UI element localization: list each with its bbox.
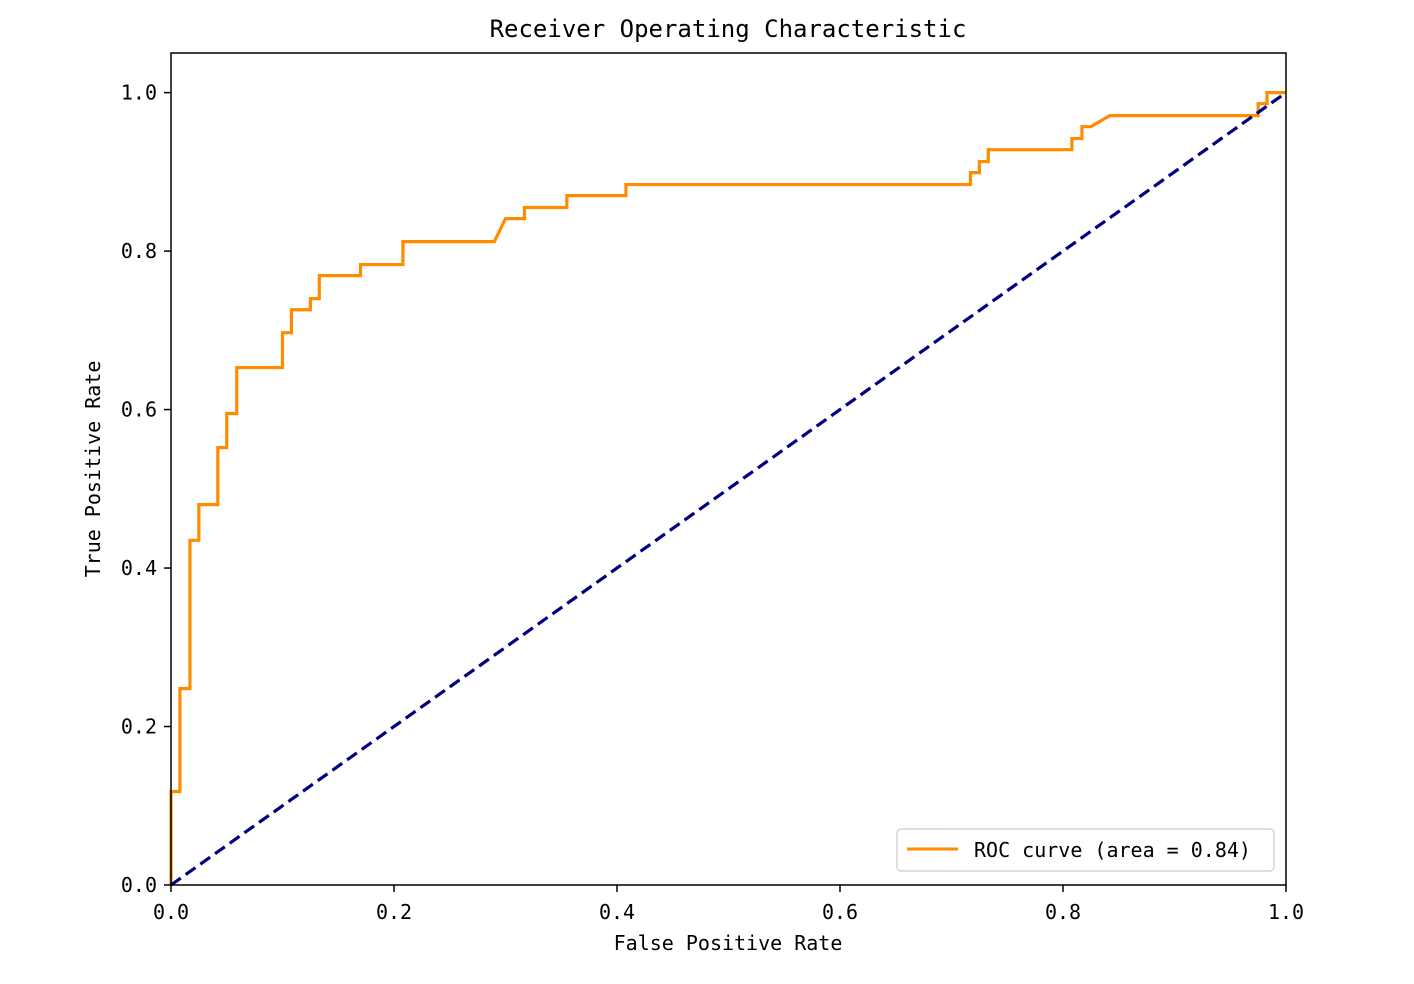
x-tick-label: 1.0 [1268, 900, 1304, 924]
y-tick-label: 0.4 [121, 556, 157, 580]
y-axis-ticks: 0.0 0.2 0.4 0.6 0.8 1.0 [121, 81, 171, 897]
roc-curve-line [169, 91, 1286, 885]
x-tick-label: 0.4 [599, 900, 635, 924]
y-tick-label: 0.6 [121, 398, 157, 422]
y-tick-label: 1.0 [121, 81, 157, 105]
legend: ROC curve (area = 0.84) [896, 828, 1275, 872]
x-tick-label: 0.8 [1045, 900, 1081, 924]
series-layer [169, 91, 1287, 887]
y-tick-label: 0.2 [121, 715, 157, 739]
x-tick-label: 0.0 [153, 900, 189, 924]
diagonal-reference-line [170, 91, 1287, 887]
x-axis-label: False Positive Rate [614, 931, 843, 955]
x-axis-ticks: 0.0 0.2 0.4 0.6 0.8 1.0 [153, 885, 1304, 924]
x-tick-label: 0.2 [376, 900, 412, 924]
legend-box [896, 828, 1275, 872]
y-tick-label: 0.8 [121, 239, 157, 263]
x-tick-label: 0.6 [822, 900, 858, 924]
plot-area [169, 52, 1287, 887]
plot-frame [170, 52, 1287, 886]
chart-title: Receiver Operating Characteristic [490, 15, 967, 43]
y-tick-label: 0.0 [121, 873, 157, 897]
legend-entry-roc: ROC curve (area = 0.84) [974, 838, 1251, 862]
y-axis-label: True Positive Rate [81, 361, 105, 578]
